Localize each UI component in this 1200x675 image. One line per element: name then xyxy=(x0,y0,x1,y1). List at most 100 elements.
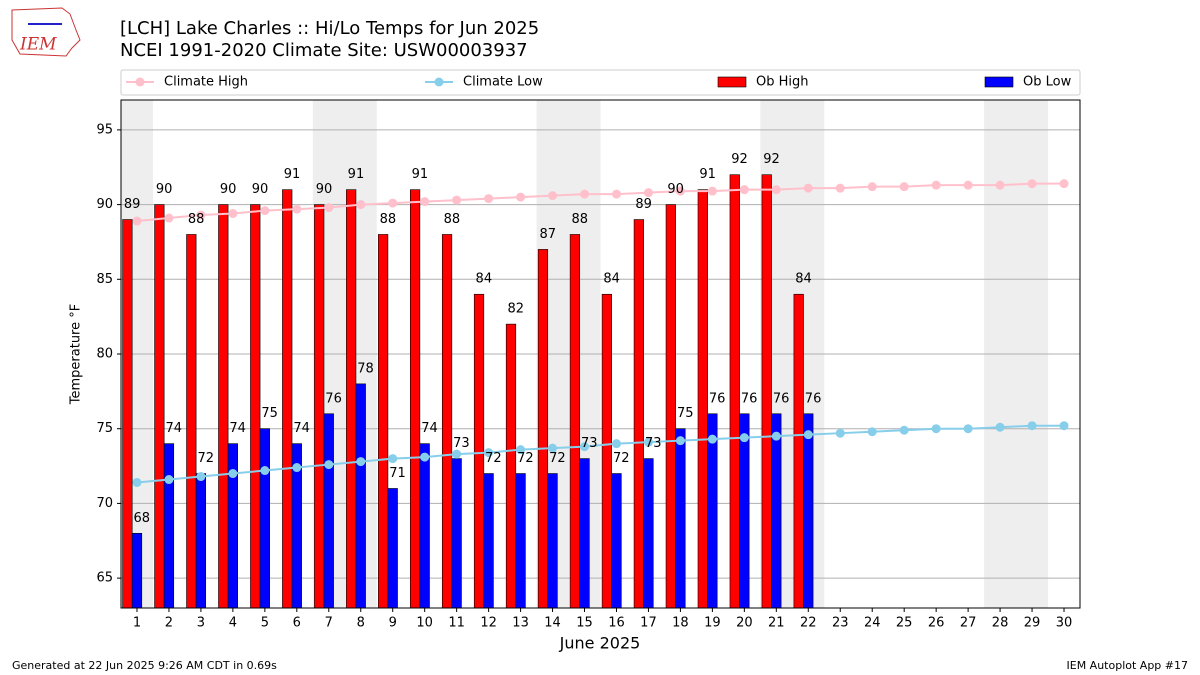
climate-point xyxy=(420,452,430,462)
value-label: 71 xyxy=(389,466,406,481)
legend-swatch xyxy=(984,76,1014,88)
value-label: 76 xyxy=(773,391,790,406)
bar xyxy=(793,293,804,609)
footer-right: IEM Autoplot App #17 xyxy=(1067,659,1189,672)
climate-point xyxy=(388,198,398,208)
bar xyxy=(250,204,261,609)
x-tick-label: 15 xyxy=(576,616,593,631)
x-tick-label: 1 xyxy=(133,616,141,631)
value-label: 90 xyxy=(316,182,333,197)
x-tick-label: 21 xyxy=(768,616,785,631)
value-label: 76 xyxy=(805,391,822,406)
value-label: 88 xyxy=(188,212,205,227)
value-label: 72 xyxy=(485,451,502,466)
x-tick-label: 18 xyxy=(672,616,689,631)
y-axis-label: Temperature °F xyxy=(69,304,84,405)
bar xyxy=(323,413,334,609)
climate-point xyxy=(228,209,238,219)
climate-point xyxy=(548,191,558,201)
legend-label: Climate Low xyxy=(463,75,543,90)
x-tick-label: 11 xyxy=(448,616,465,631)
x-tick-label: 29 xyxy=(1024,616,1041,631)
x-tick-label: 27 xyxy=(960,616,977,631)
logo: IEM xyxy=(11,7,81,57)
x-tick-label: 16 xyxy=(608,616,625,631)
value-label: 73 xyxy=(645,436,662,451)
bar xyxy=(409,189,421,609)
value-label: 74 xyxy=(421,421,438,436)
value-label: 89 xyxy=(635,197,652,212)
value-label: 68 xyxy=(134,511,151,526)
bar xyxy=(473,293,485,609)
climate-point xyxy=(835,183,845,193)
climate-point xyxy=(771,431,781,441)
value-label: 74 xyxy=(165,421,182,436)
climate-point xyxy=(196,210,206,220)
climate-line xyxy=(136,182,1065,223)
value-label: 91 xyxy=(348,167,365,182)
value-label: 90 xyxy=(667,182,684,197)
x-tick-label: 10 xyxy=(416,616,433,631)
bar xyxy=(131,532,143,609)
x-tick-label: 7 xyxy=(325,616,333,631)
bar xyxy=(803,413,814,609)
climate-point xyxy=(995,180,1005,190)
climate-point xyxy=(1059,179,1069,189)
value-label: 84 xyxy=(603,272,620,287)
bar xyxy=(122,219,133,609)
bar xyxy=(505,323,517,609)
value-label: 76 xyxy=(325,391,342,406)
legend-swatch xyxy=(717,76,747,88)
climate-point xyxy=(707,434,717,444)
climate-point xyxy=(611,439,621,449)
x-tick-label: 14 xyxy=(544,616,561,631)
climate-point xyxy=(516,192,526,202)
x-tick-label: 20 xyxy=(736,616,753,631)
climate-point xyxy=(707,186,717,196)
climate-point xyxy=(484,194,494,204)
x-tick-label: 30 xyxy=(1056,616,1073,631)
value-label: 75 xyxy=(261,406,278,421)
value-label: 78 xyxy=(357,361,374,376)
climate-point xyxy=(995,422,1005,432)
x-tick-label: 19 xyxy=(704,616,721,631)
climate-point xyxy=(1027,179,1037,189)
bar xyxy=(601,293,612,609)
climate-point xyxy=(580,442,590,452)
climate-line xyxy=(136,424,1065,484)
value-label: 88 xyxy=(571,212,588,227)
value-label: 91 xyxy=(699,167,716,182)
chart-subtitle: NCEI 1991-2020 Climate Site: USW00003937 xyxy=(120,40,528,61)
x-axis-label: June 2025 xyxy=(559,634,641,653)
value-label: 73 xyxy=(453,436,470,451)
value-label: 72 xyxy=(549,451,566,466)
bar xyxy=(675,428,686,609)
legend-box xyxy=(120,69,1081,96)
value-label: 87 xyxy=(539,227,556,242)
value-label: 89 xyxy=(124,197,141,212)
bar xyxy=(282,189,293,609)
climate-point xyxy=(739,433,749,443)
climate-point xyxy=(164,213,174,223)
value-label: 73 xyxy=(581,436,598,451)
bar xyxy=(761,174,772,609)
climate-point xyxy=(132,216,142,226)
y-tick-label: 70 xyxy=(96,496,113,511)
x-tick-label: 12 xyxy=(480,616,497,631)
y-tick-label: 65 xyxy=(96,571,113,586)
legend-label: Climate High xyxy=(164,75,248,90)
climate-point xyxy=(867,427,877,437)
legend-marker xyxy=(135,77,145,87)
climate-point xyxy=(260,206,270,216)
x-tick-label: 9 xyxy=(389,616,397,631)
value-label: 74 xyxy=(229,421,246,436)
climate-point xyxy=(164,475,174,485)
climate-point xyxy=(931,424,941,434)
x-tick-label: 17 xyxy=(640,616,657,631)
value-label: 91 xyxy=(412,167,429,182)
bar xyxy=(387,488,398,609)
climate-point xyxy=(292,463,302,473)
climate-point xyxy=(803,183,813,193)
